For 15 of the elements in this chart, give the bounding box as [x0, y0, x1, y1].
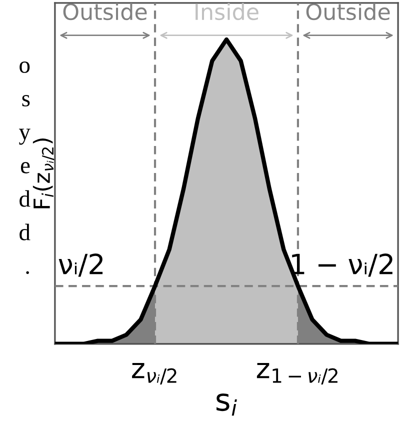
text: Inside — [196, 2, 258, 20]
text: Outside — [63, 2, 147, 20]
text: e — [20, 162, 30, 174]
x-tick-label: z$_{νᵢ/2}$ — [132, 362, 176, 385]
text: y — [19, 128, 30, 145]
x-tick-label: z$_{1−νᵢ/2}$ — [256, 362, 338, 385]
annotation: νᵢ/2 — [58, 254, 103, 277]
x-axis-title: s$_{i}$ — [216, 394, 237, 416]
y-axis-title: F$_{i}$(z$_{νᵢ/2}$) — [32, 138, 55, 208]
text: o — [20, 62, 30, 73]
text: d — [20, 224, 30, 240]
text: Outside — [306, 2, 390, 20]
text: d — [20, 190, 30, 207]
text: s — [22, 95, 30, 106]
text: . — [26, 271, 29, 274]
